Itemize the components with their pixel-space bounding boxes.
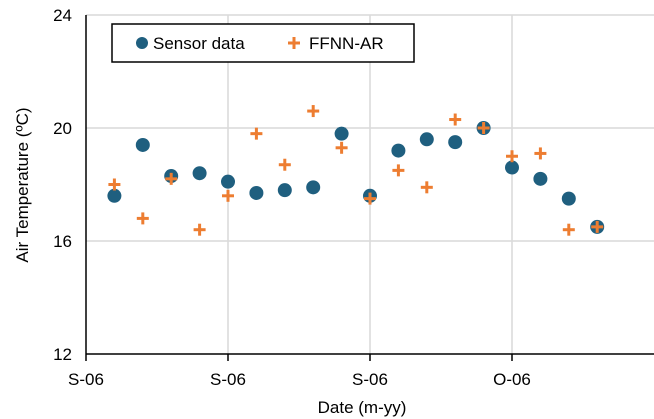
ffnn-point — [392, 164, 405, 177]
series-layer — [107, 105, 605, 236]
sensor-point — [192, 166, 207, 181]
sensor-point — [221, 174, 235, 189]
sensor-point — [533, 171, 548, 186]
ffnn-point — [506, 150, 518, 163]
ffnn-point — [278, 158, 291, 171]
sensor-point — [107, 188, 122, 203]
ffnn-point — [307, 105, 320, 118]
ffnn-point — [136, 212, 149, 225]
y-tick-label: 12 — [53, 345, 72, 364]
ffnn-point — [193, 223, 206, 236]
sensor-point — [135, 137, 150, 152]
series-ffnn-ar — [108, 105, 604, 236]
sensor-point — [561, 191, 576, 206]
legend: Sensor data FFNN-AR — [111, 23, 415, 63]
y-tick-label: 16 — [53, 232, 72, 251]
ffnn-point — [449, 113, 462, 126]
ffnn-point — [477, 122, 490, 134]
sensor-point — [448, 135, 463, 150]
ffnn-point — [250, 127, 263, 140]
y-tick-label: 20 — [53, 119, 72, 138]
ffnn-point — [591, 220, 604, 233]
legend-box — [111, 23, 415, 63]
sensor-point — [306, 180, 321, 195]
sensor-point — [334, 126, 349, 141]
y-tick-labels: 12 16 20 24 — [53, 6, 72, 364]
x-tick-label: S-06 — [210, 370, 246, 389]
ffnn-point — [420, 181, 433, 194]
legend-label-ffnn: FFNN-AR — [309, 34, 384, 53]
ffnn-point — [165, 172, 178, 185]
x-tick-label: S-06 — [352, 370, 388, 389]
ffnn-point — [222, 189, 234, 202]
x-tick-label: S-06 — [68, 370, 104, 389]
legend-marker-ffnn — [288, 37, 300, 49]
y-axis-label: Air Temperature (ºC) — [13, 107, 32, 262]
ffnn-point — [562, 223, 575, 236]
series-sensor-data — [107, 121, 605, 234]
sensor-point — [277, 183, 292, 198]
axes — [85, 15, 654, 361]
y-tick-label: 24 — [53, 6, 72, 25]
ffnn-point — [364, 192, 376, 205]
x-tick-labels: S-06 S-06 S-06 O-06 — [68, 370, 531, 389]
sensor-point — [391, 143, 406, 158]
sensor-point — [249, 185, 264, 200]
legend-label-sensor: Sensor data — [153, 34, 245, 53]
ffnn-point — [335, 141, 348, 154]
sensor-point — [505, 160, 519, 175]
x-axis-label: Date (m-yy) — [318, 398, 407, 417]
ffnn-point — [534, 147, 547, 160]
legend-marker-sensor — [136, 37, 148, 49]
sensor-point — [419, 132, 434, 147]
grid-lines — [86, 14, 654, 354]
x-tick-label: O-06 — [493, 370, 531, 389]
ffnn-point — [108, 178, 121, 191]
